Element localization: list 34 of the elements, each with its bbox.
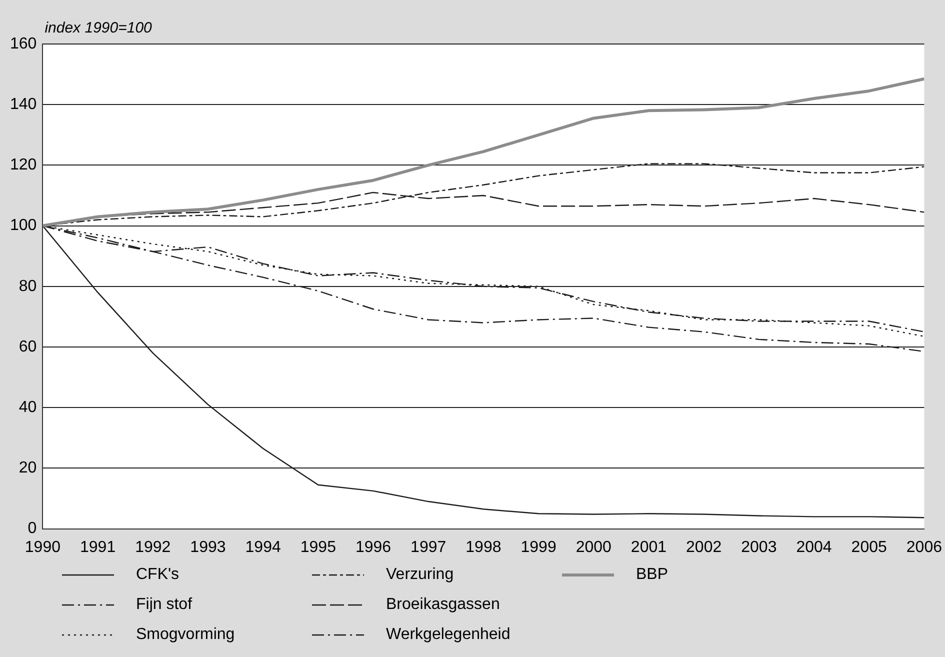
- x-tick-label: 2000: [576, 538, 612, 556]
- x-tick-label: 2003: [741, 538, 777, 556]
- x-tick-label: 2005: [851, 538, 888, 556]
- y-tick-label: 0: [28, 520, 37, 538]
- x-tick-label: 1998: [466, 538, 502, 556]
- y-tick-label: 60: [18, 338, 37, 356]
- y-tick-label: 120: [10, 156, 37, 174]
- x-tick-label: 1991: [80, 538, 116, 556]
- legend-label: Smogvorming: [136, 626, 235, 644]
- legend-label: Fijn stof: [136, 596, 192, 614]
- y-tick-label: 140: [10, 96, 37, 114]
- x-tick-label: 1990: [24, 538, 61, 556]
- x-tick-label: 1999: [520, 538, 556, 556]
- legend-label: BBP: [636, 566, 668, 584]
- x-tick-label: 2004: [796, 538, 832, 556]
- x-tick-label: 1995: [300, 538, 336, 556]
- legend-label: CFK's: [136, 566, 180, 584]
- x-tick-label: 2006: [906, 538, 942, 556]
- x-tick-label: 1996: [355, 538, 392, 556]
- x-tick-label: 1993: [190, 538, 226, 556]
- y-tick-label: 100: [10, 217, 37, 234]
- y-axis-title: index 1990=100: [44, 20, 153, 37]
- legend-label: Broeikasgassen: [386, 596, 500, 614]
- x-tick-label: 1992: [135, 538, 171, 556]
- y-tick-label: 40: [18, 399, 37, 416]
- y-tick-label: 20: [18, 460, 37, 477]
- x-tick-label: 1994: [245, 538, 281, 556]
- x-tick-label: 2002: [686, 538, 722, 556]
- y-tick-label: 80: [18, 278, 37, 295]
- y-tick-label: 160: [10, 35, 37, 52]
- x-tick-label: 1997: [410, 538, 446, 556]
- legend-label: Werkgelegenheid: [386, 626, 510, 644]
- legend-label: Verzuring: [386, 566, 454, 584]
- x-tick-label: 2001: [630, 538, 667, 556]
